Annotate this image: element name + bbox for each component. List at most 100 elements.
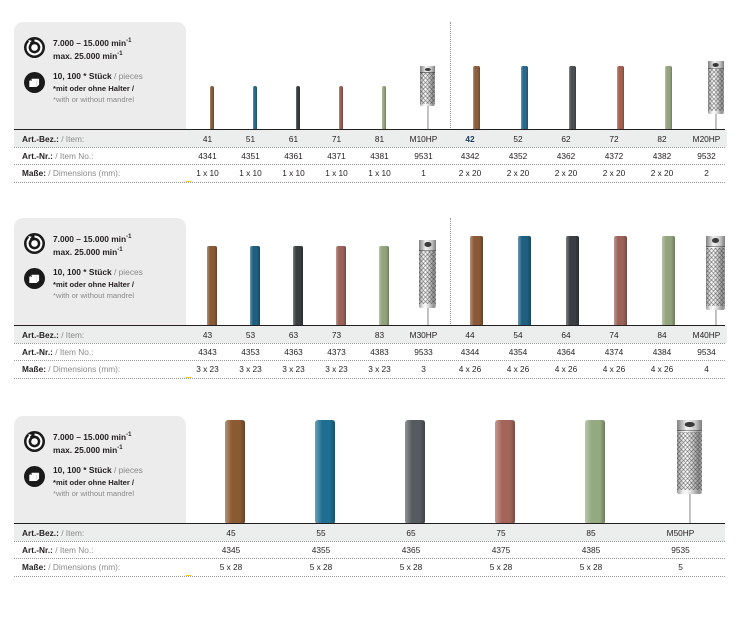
cell-dimensions: 5 x 28 [546, 558, 636, 575]
cell-dimensions: 2 x 20 [542, 164, 590, 181]
note-en: *with or without mandrel [53, 291, 135, 301]
product-cell [319, 218, 362, 326]
product-cell [452, 218, 500, 326]
cell-item-no: 4343 [186, 343, 229, 360]
group-divider [450, 218, 451, 326]
packaging-info-text: 10, 100 * Stück / pieces *mit oder ohne … [53, 267, 143, 301]
pack-bold: 10, 100 * Stück [53, 267, 112, 278]
cell-item-no: 4363 [272, 343, 315, 360]
pack-rest: / pieces [114, 71, 143, 82]
product-cell [460, 416, 550, 524]
cell-item-no: 9535 [636, 541, 725, 558]
cell-item-selected: 42 [446, 130, 494, 147]
cell-item-no: 4351 [229, 147, 272, 164]
cell-item: 84 [638, 326, 686, 343]
cell-item-no: 4383 [358, 343, 401, 360]
product-cell [190, 416, 280, 524]
cell-item-no: 9531 [401, 147, 446, 164]
cell-dimensions: 2 [686, 164, 727, 181]
pack-bold: 10, 100 * Stück [53, 71, 112, 82]
packaging-info-text: 10, 100 * Stück / pieces *mit oder ohne … [53, 465, 143, 499]
product-shelf-3 [190, 416, 739, 524]
speed-line-1-sup: -1 [126, 432, 132, 438]
cell-item-no: 4341 [186, 147, 229, 164]
speed-info-text: 7.000 – 15.000 min-1 max. 25.000 min-1 [53, 430, 131, 456]
cell-item-no: 4362 [542, 147, 590, 164]
row-label-item-no: Art.-Nr.: / Item No.: [14, 541, 186, 558]
cell-item: 55 [276, 524, 366, 541]
cell-dimensions: 3 x 23 [315, 360, 358, 377]
product-cell-mandrel [405, 218, 450, 326]
cell-dimensions: 3 x 23 [272, 360, 315, 377]
packaging-info-row: 10, 100 * Stück / pieces *mit oder ohne … [24, 71, 176, 105]
cell-dimensions: 1 [401, 164, 446, 181]
row-label-dimensions: Maße: / Dimensions (mm): [14, 360, 186, 377]
note-de: *mit oder ohne Halter / [53, 279, 135, 289]
speed-line-1: 7.000 – 15.000 min [53, 233, 127, 244]
product-cell [233, 22, 276, 130]
note-en: *with or without mandrel [53, 95, 135, 105]
cell-item-no: 9534 [686, 343, 727, 360]
table-bottom-rule [14, 378, 725, 379]
rotation-speed-icon [24, 37, 45, 58]
product-group-3x23 [190, 218, 450, 326]
speed-info-row: 7.000 – 15.000 min-1 max. 25.000 min-1 [24, 232, 176, 258]
table-top-rule [14, 523, 725, 524]
cell-item-no: 4365 [366, 541, 456, 558]
product-cell [362, 218, 405, 326]
cell-dimensions: 1 x 10 [315, 164, 358, 181]
cell-item-no: 4373 [315, 343, 358, 360]
cell-dimensions: 5 x 28 [276, 558, 366, 575]
cell-dimensions: 3 x 23 [229, 360, 272, 377]
speed-info-text: 7.000 – 15.000 min-1 max. 25.000 min-1 [53, 232, 131, 258]
cell-item-no: 4372 [590, 147, 638, 164]
speed-line-2-sup: -1 [117, 51, 123, 58]
cell-item-no: 4353 [229, 343, 272, 360]
cell-item: 75 [456, 524, 546, 541]
table-rule [14, 343, 725, 344]
package-box-icon [24, 72, 45, 94]
packaging-info-text: 10, 100 * Stück / pieces *mit oder ohne … [53, 71, 143, 105]
rotation-speed-icon [24, 233, 45, 254]
cell-item-no: 9532 [686, 147, 727, 164]
table-bottom-rule [14, 182, 725, 183]
cell-item-no: 4352 [494, 147, 542, 164]
product-cell [644, 218, 692, 326]
packaging-info-row: 10, 100 * Stück / pieces *mit oder ohne … [24, 267, 176, 301]
cell-item: 73 [315, 326, 358, 343]
speed-line-2: max. 25.000 min [53, 445, 118, 455]
info-panel-3: 7.000 – 15.000 min-1 max. 25.000 min-1 1… [14, 416, 186, 524]
cell-item: M50HP [636, 524, 725, 541]
speed-line-2-sup: -1 [117, 247, 123, 254]
product-group-5x28 [190, 416, 739, 524]
group-divider [450, 22, 451, 130]
product-cell-mandrel [405, 22, 450, 130]
speed-line-1: 7.000 – 15.000 min [53, 37, 127, 48]
cell-item: 83 [358, 326, 401, 343]
spec-table-1: Art.-Bez.: / Item: 41 51 61 71 81 M10HP … [14, 130, 727, 181]
speed-line-1-sup: -1 [126, 234, 132, 240]
table-rule [14, 147, 725, 148]
product-group-2x20 [452, 22, 739, 130]
cell-item-no: 9533 [401, 343, 446, 360]
cell-item: 61 [272, 130, 315, 147]
cell-item: 85 [546, 524, 636, 541]
row-label-item: Art.-Bez.: / Item: [14, 326, 186, 343]
note-de: *mit oder ohne Halter / [53, 477, 135, 487]
product-cell-mandrel [640, 416, 739, 524]
speed-line-2-sup: -1 [117, 445, 123, 452]
table-row-dimensions: Maße: / Dimensions (mm): 3 x 23 3 x 23 3… [14, 360, 727, 377]
cell-item-no: 4385 [546, 541, 636, 558]
product-cell [233, 218, 276, 326]
cell-item: 72 [590, 130, 638, 147]
cell-dimensions: 5 x 28 [366, 558, 456, 575]
cell-item-no: 4342 [446, 147, 494, 164]
product-cell [500, 218, 548, 326]
row-label-item: Art.-Bez.: / Item: [14, 524, 186, 541]
product-shelf-1 [190, 22, 739, 130]
cell-item: 43 [186, 326, 229, 343]
cell-item: M10HP [401, 130, 446, 147]
cell-item: 41 [186, 130, 229, 147]
pack-rest: / pieces [114, 267, 143, 278]
